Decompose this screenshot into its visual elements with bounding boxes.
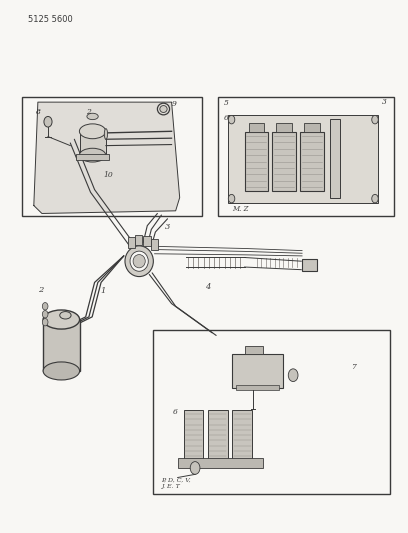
Bar	[244, 346, 263, 354]
Bar	[151, 239, 158, 249]
Bar	[276, 123, 292, 132]
Bar	[184, 410, 203, 460]
Text: 5125 5600: 5125 5600	[28, 15, 73, 25]
Bar	[43, 319, 80, 371]
Text: 3: 3	[382, 98, 387, 106]
Bar	[135, 235, 142, 245]
Circle shape	[372, 195, 378, 203]
Bar	[235, 385, 279, 390]
Circle shape	[288, 369, 298, 382]
Text: M. Z: M. Z	[233, 205, 249, 213]
Text: 9: 9	[172, 100, 176, 108]
Bar	[304, 123, 320, 132]
Circle shape	[44, 116, 52, 127]
Circle shape	[42, 311, 48, 318]
Bar	[233, 354, 283, 389]
Bar	[244, 132, 268, 191]
Bar	[300, 132, 324, 191]
Ellipse shape	[160, 106, 167, 112]
Ellipse shape	[80, 148, 106, 162]
Bar	[302, 259, 317, 271]
Bar	[177, 458, 263, 468]
Text: 8: 8	[36, 108, 41, 116]
Polygon shape	[34, 102, 180, 214]
Circle shape	[42, 303, 48, 310]
Ellipse shape	[133, 255, 145, 268]
Ellipse shape	[130, 251, 148, 271]
Circle shape	[228, 195, 235, 203]
Text: P, D, C, V,: P, D, C, V,	[162, 477, 191, 482]
Text: J. E. T: J. E. T	[162, 484, 180, 489]
Text: 7: 7	[352, 364, 356, 372]
Text: 3: 3	[165, 223, 170, 231]
Text: 6: 6	[224, 114, 229, 122]
Text: 5: 5	[224, 99, 229, 107]
Ellipse shape	[80, 124, 106, 139]
Text: 2: 2	[38, 286, 44, 294]
Circle shape	[190, 462, 200, 474]
Bar	[233, 410, 252, 460]
Bar	[22, 97, 202, 216]
Ellipse shape	[43, 310, 80, 329]
Ellipse shape	[60, 312, 71, 319]
Bar	[208, 410, 228, 460]
Circle shape	[42, 318, 48, 326]
Text: 6: 6	[173, 408, 178, 416]
Bar	[330, 119, 340, 198]
Text: 10: 10	[103, 171, 113, 179]
Text: 4: 4	[205, 282, 211, 290]
Text: 1: 1	[100, 287, 105, 295]
Bar	[76, 154, 109, 160]
Ellipse shape	[125, 246, 153, 277]
Circle shape	[228, 115, 235, 124]
Circle shape	[372, 115, 378, 124]
Bar	[128, 237, 135, 248]
Bar	[80, 131, 106, 155]
Ellipse shape	[104, 128, 108, 139]
Bar	[248, 123, 264, 132]
Bar	[218, 97, 395, 216]
Ellipse shape	[87, 114, 98, 119]
Ellipse shape	[43, 362, 80, 380]
Bar	[143, 236, 151, 246]
Bar	[228, 115, 378, 203]
Text: 2: 2	[86, 108, 91, 116]
Bar	[153, 330, 390, 495]
Bar	[272, 132, 295, 191]
